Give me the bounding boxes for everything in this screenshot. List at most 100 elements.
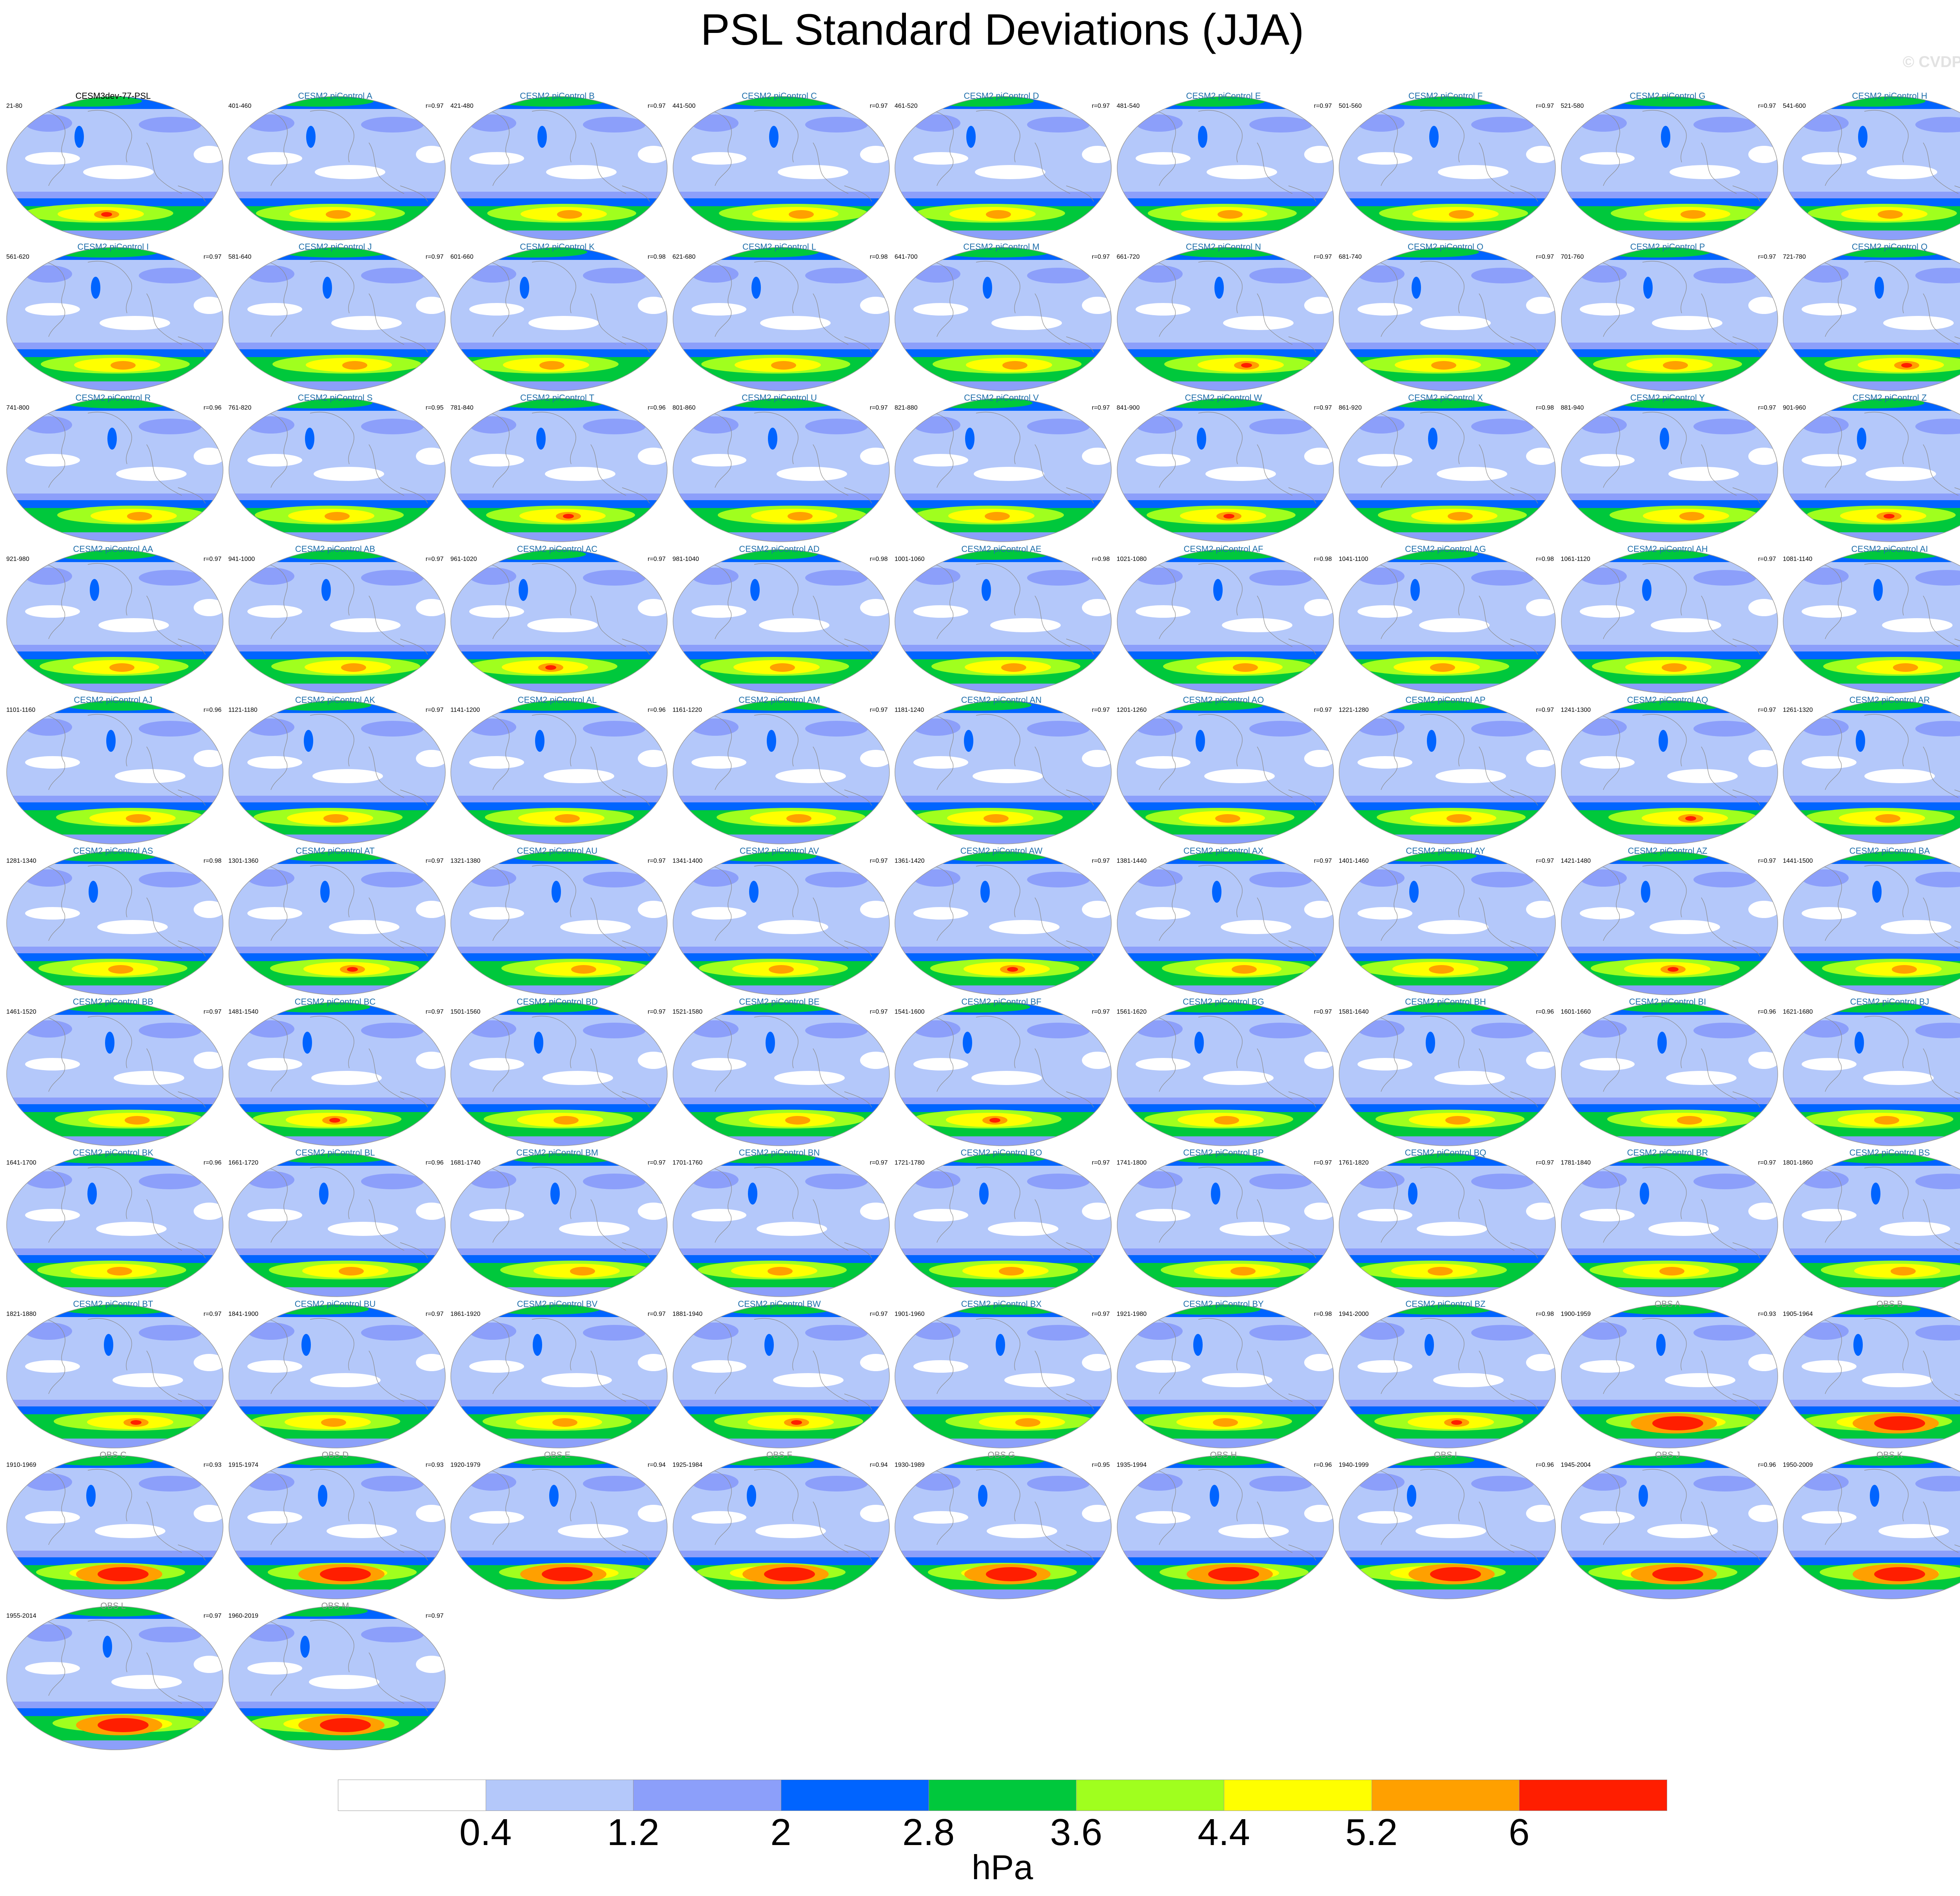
coastline xyxy=(813,897,848,949)
panel-title: OBS D xyxy=(321,1450,349,1460)
coastline xyxy=(368,142,404,194)
psl-std-map xyxy=(672,549,890,693)
tropical-calm-atlantic xyxy=(1357,605,1412,618)
pacific-low-patch xyxy=(1875,277,1884,299)
map-border xyxy=(1783,851,1960,995)
map-border xyxy=(228,1606,446,1750)
panel-title: CESM2 piControl AO xyxy=(1183,695,1264,705)
coastline xyxy=(1139,261,1176,337)
panel-title: CESM2 piControl AW xyxy=(960,846,1043,856)
southern-orange-patch xyxy=(1680,210,1706,219)
coastline xyxy=(1479,1048,1515,1100)
panel-pattern-correlation: r=0.98 xyxy=(869,254,888,261)
north-pacific-patch xyxy=(361,117,424,132)
psl-std-map xyxy=(6,1153,223,1297)
tropical-calm-indian xyxy=(1419,618,1490,632)
tropical-calm-pacific xyxy=(1748,1354,1778,1371)
panel-year-range: 681-740 xyxy=(1339,254,1362,261)
map-panel: OBS L 1955-2014 r=0.97 xyxy=(2,1601,224,1753)
coastline xyxy=(29,714,65,790)
tropical-calm-indian xyxy=(545,467,615,481)
panel-pattern-correlation: r=0.97 xyxy=(1758,103,1776,109)
coastline xyxy=(695,110,732,186)
pacific-low-patch xyxy=(1210,1183,1220,1205)
tropical-calm-atlantic xyxy=(691,1360,746,1373)
pacific-low-patch xyxy=(103,1636,112,1658)
map-panel: CESM2 piControl BC 1481-1540 r=0.97 xyxy=(225,997,446,1148)
tropical-calm-atlantic xyxy=(913,605,968,618)
pacific-low-patch xyxy=(1872,881,1882,903)
north-pacific-patch xyxy=(1249,570,1312,586)
tropical-calm-indian xyxy=(1220,920,1291,934)
panel-year-range: 1941-2000 xyxy=(1339,1310,1369,1317)
southern-orange-patch xyxy=(985,512,1010,521)
coastline xyxy=(1923,1501,1959,1553)
coastline xyxy=(251,1167,288,1243)
panel-pattern-correlation: r=0.96 xyxy=(1536,1461,1554,1468)
coastline xyxy=(87,1469,132,1521)
map-border xyxy=(895,1153,1112,1297)
tropical-calm-pacific xyxy=(1748,749,1778,767)
north-pacific-patch xyxy=(1471,1475,1534,1491)
tropical-calm-pacific xyxy=(638,599,667,616)
southern-orange-patch xyxy=(1001,663,1026,672)
tropical-calm-atlantic xyxy=(1802,454,1857,467)
tropical-calm-pacific xyxy=(1526,749,1555,767)
panel-pattern-correlation: r=0.98 xyxy=(1092,555,1110,562)
southern-orange-patch xyxy=(1230,1267,1256,1276)
map-border xyxy=(228,549,446,693)
coastline xyxy=(251,865,288,941)
tropical-calm-atlantic xyxy=(469,605,524,618)
coastline xyxy=(917,1167,954,1243)
southern-orange-patch xyxy=(127,512,152,521)
coastline xyxy=(1288,487,1316,504)
north-pacific-patch xyxy=(1693,117,1756,132)
panel-year-range: 501-560 xyxy=(1339,103,1362,109)
coastline xyxy=(368,1199,404,1251)
pacific-low-patch xyxy=(322,277,332,299)
antarctic-band xyxy=(451,683,667,693)
coastline xyxy=(87,1318,132,1370)
north-pacific-patch xyxy=(139,1475,201,1491)
tropical-calm-pacific xyxy=(860,1203,889,1220)
coastline xyxy=(1420,1016,1465,1069)
antarctic-band xyxy=(673,1287,889,1297)
coastline xyxy=(1361,261,1398,337)
map-border xyxy=(6,851,223,995)
north-pacific-patch xyxy=(805,720,868,737)
panel-pattern-correlation: r=0.97 xyxy=(1092,103,1110,109)
psl-std-map xyxy=(672,1153,890,1297)
panel-pattern-correlation: r=0.98 xyxy=(648,254,666,261)
coastline xyxy=(310,412,354,464)
tropical-calm-atlantic xyxy=(691,152,746,165)
coastline xyxy=(1066,1544,1094,1561)
panel-year-range: 1061-1120 xyxy=(1561,555,1590,562)
panel-year-range: 1741-1800 xyxy=(1116,1159,1147,1167)
panel-year-range: 1201-1260 xyxy=(1116,706,1147,713)
pacific-low-patch xyxy=(301,1334,311,1356)
tropical-calm-indian xyxy=(1882,618,1953,632)
coastline xyxy=(368,595,404,647)
panel-pattern-correlation: r=0.97 xyxy=(1536,103,1554,109)
antarctic-band xyxy=(673,834,889,844)
map-panel: OBS I 1940-1999 r=0.96 xyxy=(1335,1450,1556,1602)
coastline xyxy=(29,562,65,639)
tropical-calm-pacific xyxy=(1082,1504,1111,1522)
psl-std-map xyxy=(450,1304,668,1448)
panel-title: CESM2 piControl AU xyxy=(517,846,598,856)
coastline xyxy=(1732,789,1760,806)
map-border xyxy=(1783,700,1960,844)
colorbar-swatch xyxy=(485,1780,634,1811)
pacific-low-patch xyxy=(1196,428,1206,450)
psl-std-map xyxy=(1561,96,1778,240)
pacific-low-patch xyxy=(769,126,779,148)
psl-std-map xyxy=(1783,1002,1960,1146)
pacific-low-patch xyxy=(520,277,529,299)
north-pacific-patch xyxy=(805,1174,868,1190)
coastline xyxy=(146,1350,182,1402)
map-border xyxy=(895,700,1112,844)
panel-year-range: 641-700 xyxy=(895,254,918,261)
southern-orange-patch xyxy=(1875,814,1900,823)
